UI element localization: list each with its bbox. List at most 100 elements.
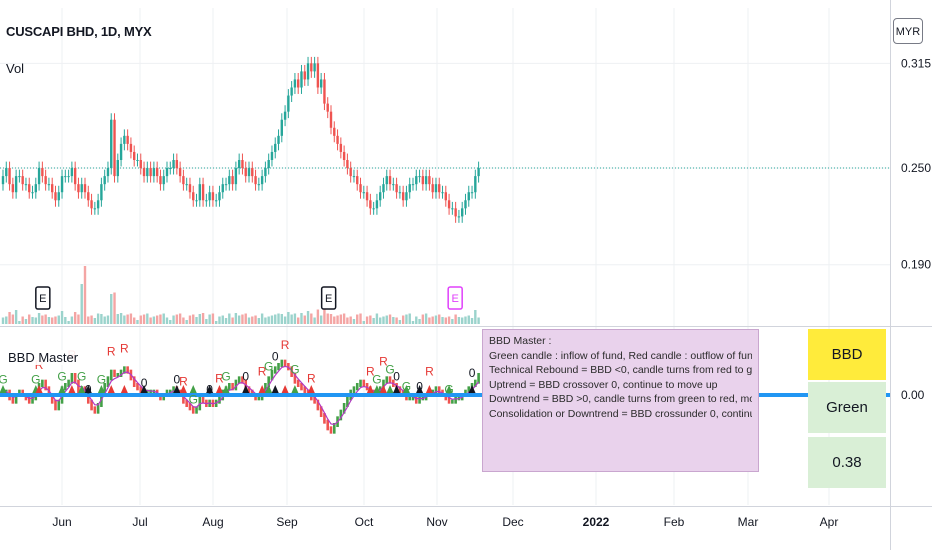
candle-body[interactable] xyxy=(201,184,205,201)
candle-body[interactable] xyxy=(270,151,274,160)
candle-body[interactable] xyxy=(116,160,119,177)
bbd-candle[interactable] xyxy=(123,366,126,374)
candle-body[interactable] xyxy=(77,184,80,193)
earnings-marker[interactable] xyxy=(320,286,337,310)
candle-body[interactable] xyxy=(392,184,395,186)
candle-body[interactable] xyxy=(398,192,402,194)
bbd-candle[interactable] xyxy=(14,393,18,404)
bbd-candle[interactable] xyxy=(355,383,359,391)
candle-body[interactable] xyxy=(11,184,15,193)
bbd-candle[interactable] xyxy=(264,383,267,394)
candle-body[interactable] xyxy=(136,160,139,161)
candle-body[interactable] xyxy=(47,184,51,186)
earnings-marker[interactable] xyxy=(447,286,463,310)
bbd-candle[interactable] xyxy=(316,399,320,411)
candle-body[interactable] xyxy=(73,168,77,185)
indicator-legend-label[interactable]: BBD Master xyxy=(6,350,81,365)
candle-body[interactable] xyxy=(385,176,388,185)
bbd-candle[interactable] xyxy=(11,396,15,404)
candle-body[interactable] xyxy=(231,176,234,185)
bbd-candle[interactable] xyxy=(303,386,307,394)
candle-body[interactable] xyxy=(418,176,421,178)
bbd-candle[interactable] xyxy=(93,406,97,414)
bbd-candle[interactable] xyxy=(126,366,129,374)
currency-button[interactable]: MYR xyxy=(893,18,923,44)
candle-body[interactable] xyxy=(149,168,152,177)
candle-body[interactable] xyxy=(477,168,480,177)
bbd-candle[interactable] xyxy=(388,376,392,384)
candle-body[interactable] xyxy=(438,184,441,193)
candle-body[interactable] xyxy=(428,176,431,185)
bbd-candle[interactable] xyxy=(332,423,336,434)
candle-body[interactable] xyxy=(123,135,126,144)
bbd-candle[interactable] xyxy=(149,389,152,394)
candle-body[interactable] xyxy=(192,192,195,201)
bbd-candle[interactable] xyxy=(106,376,110,387)
candle-body[interactable] xyxy=(188,184,192,193)
candle-body[interactable] xyxy=(247,168,251,177)
bbd-candle[interactable] xyxy=(54,399,57,411)
bbd-candle[interactable] xyxy=(346,396,349,407)
bbd-candle[interactable] xyxy=(283,359,287,367)
candle-body[interactable] xyxy=(241,160,244,169)
bbd-candle[interactable] xyxy=(77,379,80,394)
candle-body[interactable] xyxy=(405,192,408,201)
candle-body[interactable] xyxy=(175,160,179,169)
candle-body[interactable] xyxy=(408,184,411,193)
candle-body[interactable] xyxy=(290,87,293,96)
candle-body[interactable] xyxy=(146,168,149,177)
candle-body[interactable] xyxy=(218,192,221,201)
candle-body[interactable] xyxy=(352,176,356,178)
bbd-candle[interactable] xyxy=(323,413,326,424)
candle-body[interactable] xyxy=(31,192,34,194)
candle-body[interactable] xyxy=(306,63,310,80)
candle-body[interactable] xyxy=(162,176,165,185)
candle-body[interactable] xyxy=(208,192,211,201)
bbd-candle[interactable] xyxy=(195,406,198,414)
bbd-candle[interactable] xyxy=(342,403,346,414)
bbd-candle[interactable] xyxy=(96,403,100,414)
candle-body[interactable] xyxy=(51,184,54,193)
candle-body[interactable] xyxy=(152,168,156,177)
bbd-candle[interactable] xyxy=(352,386,356,394)
candle-body[interactable] xyxy=(297,79,300,88)
bbd-candle[interactable] xyxy=(109,369,113,381)
candle-body[interactable] xyxy=(133,151,136,160)
candle-body[interactable] xyxy=(388,176,392,185)
candle-body[interactable] xyxy=(434,184,438,193)
bbd-candle[interactable] xyxy=(100,389,103,407)
candle-body[interactable] xyxy=(372,208,375,210)
candle-body[interactable] xyxy=(1,176,5,185)
bbd-candle[interactable] xyxy=(451,399,454,404)
candle-body[interactable] xyxy=(257,184,261,186)
candle-body[interactable] xyxy=(211,192,215,201)
candle-body[interactable] xyxy=(93,208,97,210)
candle-body[interactable] xyxy=(21,176,24,185)
candle-body[interactable] xyxy=(172,160,175,169)
bbd-candle[interactable] xyxy=(188,403,192,411)
candle-body[interactable] xyxy=(18,176,21,178)
candle-body[interactable] xyxy=(90,200,93,209)
candle-body[interactable] xyxy=(83,184,87,193)
candle-body[interactable] xyxy=(464,200,467,209)
bbd-candle[interactable] xyxy=(185,399,188,407)
bbd-candle[interactable] xyxy=(418,396,421,404)
candle-body[interactable] xyxy=(126,135,129,144)
candle-body[interactable] xyxy=(359,184,362,193)
candle-body[interactable] xyxy=(365,192,369,201)
candle-body[interactable] xyxy=(178,168,182,177)
bbd-candle[interactable] xyxy=(277,363,280,371)
candle-body[interactable] xyxy=(24,184,28,186)
bbd-candle[interactable] xyxy=(44,379,47,391)
candle-body[interactable] xyxy=(441,192,444,194)
bbd-candle[interactable] xyxy=(132,376,136,387)
candle-body[interactable] xyxy=(349,168,352,177)
candle-body[interactable] xyxy=(421,176,425,185)
candle-body[interactable] xyxy=(264,168,267,177)
bbd-candle[interactable] xyxy=(467,386,471,394)
candle-body[interactable] xyxy=(57,192,60,201)
candle-body[interactable] xyxy=(185,184,188,186)
candle-body[interactable] xyxy=(103,176,106,185)
candle-body[interactable] xyxy=(205,200,208,202)
candle-body[interactable] xyxy=(310,63,313,72)
